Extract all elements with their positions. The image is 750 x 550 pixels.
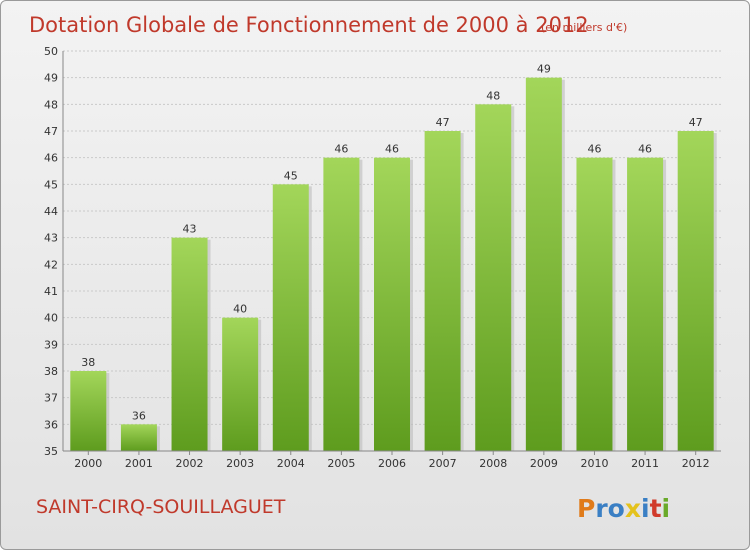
bar — [171, 237, 208, 451]
y-tick-label: 40 — [44, 312, 58, 325]
bar — [424, 131, 461, 451]
logo-letter: o — [608, 494, 625, 523]
x-tick-label: 2004 — [277, 457, 305, 470]
y-tick-label: 36 — [44, 418, 58, 431]
bar — [70, 371, 107, 451]
bar — [272, 184, 309, 452]
y-tick-label: 46 — [44, 152, 58, 165]
bar-value-label: 46 — [587, 143, 601, 156]
y-tick-label: 39 — [44, 338, 58, 351]
bar — [120, 424, 157, 451]
bar-value-label: 49 — [537, 63, 551, 76]
bar — [222, 317, 259, 451]
logo-letter: t — [650, 494, 662, 523]
bar — [576, 157, 613, 451]
logo-letter: i — [662, 494, 671, 523]
y-tick-label: 38 — [44, 365, 58, 378]
bar-value-label: 47 — [689, 116, 703, 129]
y-tick-label: 35 — [44, 445, 58, 458]
x-tick-label: 2003 — [226, 457, 254, 470]
x-tick-label: 2009 — [530, 457, 558, 470]
logo-letter: x — [625, 494, 641, 523]
bar-value-label: 36 — [132, 409, 146, 422]
bar-value-label: 47 — [436, 116, 450, 129]
bar-value-label: 46 — [334, 143, 348, 156]
axis-layer: 35 36 37 38 39 40 41 42 43 44 45 46 47 48 49 50 2000 2001… — [44, 45, 721, 470]
x-tick-label: 2001 — [125, 457, 153, 470]
x-tick-label: 2002 — [176, 457, 204, 470]
x-tick-label: 2008 — [479, 457, 507, 470]
y-tick-label: 41 — [44, 285, 58, 298]
x-tick-label: 2010 — [580, 457, 608, 470]
bar — [374, 157, 410, 451]
bar — [525, 77, 562, 452]
y-tick-label: 47 — [44, 125, 58, 138]
bar-value-label: 40 — [233, 303, 247, 316]
chart-title: Dotation Globale de Fonctionnement de 20… — [29, 13, 589, 37]
y-tick-label: 50 — [44, 45, 58, 58]
bar-value-label: 46 — [638, 143, 652, 156]
x-tick-label: 2005 — [327, 457, 355, 470]
y-tick-label: 37 — [44, 392, 58, 405]
bar — [323, 157, 360, 451]
logo-letter: r — [595, 494, 608, 523]
x-tick-label: 2006 — [378, 457, 406, 470]
bar — [475, 104, 512, 451]
x-tick-label: 2012 — [682, 457, 710, 470]
bar-value-label: 46 — [385, 143, 399, 156]
y-tick-label: 48 — [44, 98, 58, 111]
bar-value-label: 48 — [486, 89, 500, 102]
x-tick-label: 2007 — [429, 457, 457, 470]
y-tick-label: 45 — [44, 178, 58, 191]
logo-letter: i — [641, 494, 650, 523]
bar — [677, 131, 714, 451]
logo-letter: P — [577, 494, 595, 523]
x-tick-label: 2000 — [74, 457, 102, 470]
bar-value-label: 43 — [183, 223, 197, 236]
commune-name: SAINT-CIRQ-SOUILLAGUET — [36, 496, 286, 518]
bar-value-label: 38 — [81, 356, 95, 369]
bar — [627, 157, 664, 451]
x-tick-label: 2011 — [631, 457, 659, 470]
chart-subtitle: (en milliers d'€) — [541, 21, 627, 34]
y-tick-label: 49 — [44, 72, 58, 85]
y-tick-label: 42 — [44, 258, 58, 271]
y-tick-label: 43 — [44, 232, 58, 245]
bar-value-label: 45 — [284, 169, 298, 182]
proxiti-logo: Proxiti — [577, 494, 670, 523]
y-tick-label: 44 — [44, 205, 58, 218]
bar-layer: 38 36 43 40 45 46 46 47 48 49 46 46 47 — [70, 63, 717, 452]
